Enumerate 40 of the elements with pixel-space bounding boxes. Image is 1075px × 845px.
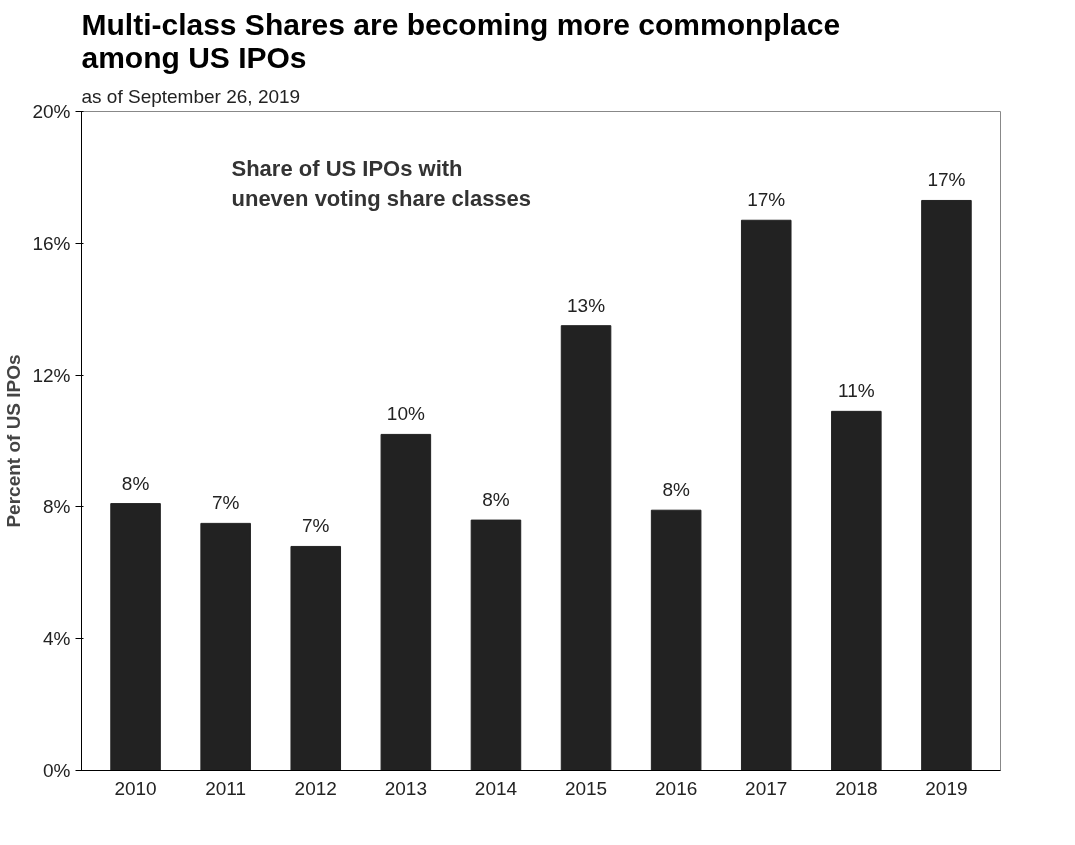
x-tick-label: 2016 bbox=[655, 777, 698, 799]
y-tick-label: 4% bbox=[43, 628, 71, 650]
bar bbox=[650, 509, 702, 771]
y-tick-label: 8% bbox=[43, 496, 71, 518]
bar bbox=[200, 522, 251, 771]
data-label: 17% bbox=[747, 189, 786, 211]
x-tick-label: 2011 bbox=[205, 777, 247, 799]
x-tick-label: 2010 bbox=[114, 777, 157, 799]
chart-subtitle: as of September 26, 2019 bbox=[81, 85, 301, 107]
chart-title: Multi-class Shares are becoming more commonplace among US IPOs bbox=[81, 7, 841, 74]
x-tick-label: 2014 bbox=[474, 777, 518, 799]
data-label: 7% bbox=[302, 515, 330, 537]
bar bbox=[110, 503, 161, 771]
data-label: 8% bbox=[662, 479, 690, 501]
data-label: 10% bbox=[386, 403, 425, 425]
data-label: 17% bbox=[927, 169, 966, 191]
x-tick-label: 2017 bbox=[745, 777, 788, 799]
y-tick-label: 16% bbox=[32, 232, 71, 254]
data-label: 7% bbox=[211, 492, 240, 514]
x-tick-label: 2015 bbox=[564, 777, 608, 799]
bar bbox=[380, 433, 432, 771]
bar bbox=[470, 519, 522, 771]
y-tick-label: 0% bbox=[43, 760, 71, 781]
bar bbox=[831, 410, 882, 771]
bar bbox=[740, 219, 792, 771]
data-label: 8% bbox=[121, 472, 150, 494]
bar bbox=[290, 545, 342, 771]
data-label: 13% bbox=[567, 294, 606, 316]
x-tick-label: 2019 bbox=[925, 777, 968, 799]
y-tick-label: 12% bbox=[32, 364, 71, 386]
x-tick-label: 2013 bbox=[384, 777, 427, 799]
data-label: 11% bbox=[838, 380, 875, 402]
bar bbox=[560, 325, 612, 771]
x-tick-label: 2012 bbox=[294, 777, 337, 799]
data-label: 8% bbox=[482, 489, 510, 511]
bar bbox=[921, 199, 972, 771]
x-tick-label: 2018 bbox=[835, 777, 878, 799]
y-axis-title: Percent of US IPOs bbox=[3, 354, 25, 528]
annotation: Share of US IPOs with uneven voting share classes bbox=[231, 155, 532, 211]
y-tick-label: 20% bbox=[32, 101, 71, 122]
